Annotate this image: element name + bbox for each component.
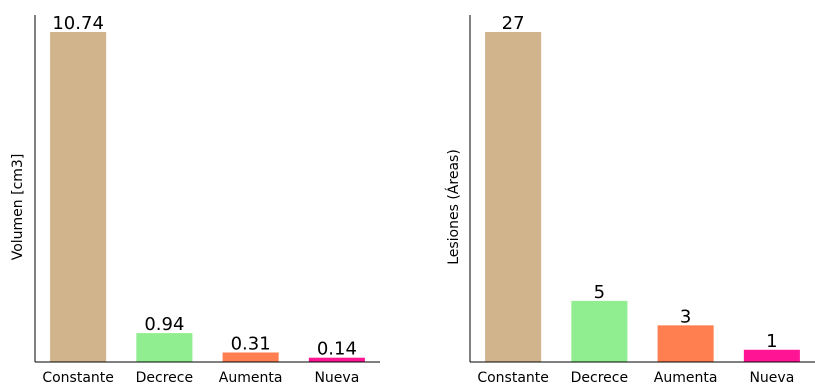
x-tick-label-decrece: Decrece <box>571 370 628 386</box>
value-label-decrece: 5 <box>594 282 605 303</box>
y-axis-title: Volumen [cm3] <box>10 154 26 261</box>
value-label-nueva: 1 <box>766 331 777 352</box>
bar-decrece <box>571 300 628 362</box>
x-tick-label-constante: Constante <box>42 370 114 386</box>
bar-decrece <box>136 333 193 362</box>
x-tick-label-decrece: Decrece <box>136 370 193 386</box>
x-tick-label-constante: Constante <box>477 370 549 386</box>
chart-volumen: 10.74 Constante 0.94 Decrece 0.31 Aumenta 0.14… <box>10 13 380 386</box>
value-label-aumenta: 0.31 <box>231 333 271 354</box>
y-axis-title: Lesiones (Áreas) <box>445 149 462 265</box>
bar-nueva <box>308 357 365 362</box>
chart-lesiones: 27 Constante 5 Decrece 3 Aumenta 1 Nueva Lesione… <box>445 13 815 386</box>
bar-aumenta <box>657 325 714 362</box>
bar-nueva <box>743 349 800 362</box>
value-label-constante: 27 <box>502 13 525 34</box>
x-tick-label-aumenta: Aumenta <box>219 370 283 386</box>
bar-constante <box>485 32 542 362</box>
value-label-constante: 10.74 <box>52 13 104 34</box>
bar-constante <box>50 32 107 362</box>
value-label-nueva: 0.14 <box>317 339 357 360</box>
x-tick-label-nueva: Nueva <box>314 370 359 386</box>
x-tick-label-nueva: Nueva <box>749 370 794 386</box>
x-tick-label-aumenta: Aumenta <box>654 370 718 386</box>
bar-aumenta <box>222 352 279 362</box>
value-label-aumenta: 3 <box>680 306 691 327</box>
value-label-decrece: 0.94 <box>144 314 184 335</box>
